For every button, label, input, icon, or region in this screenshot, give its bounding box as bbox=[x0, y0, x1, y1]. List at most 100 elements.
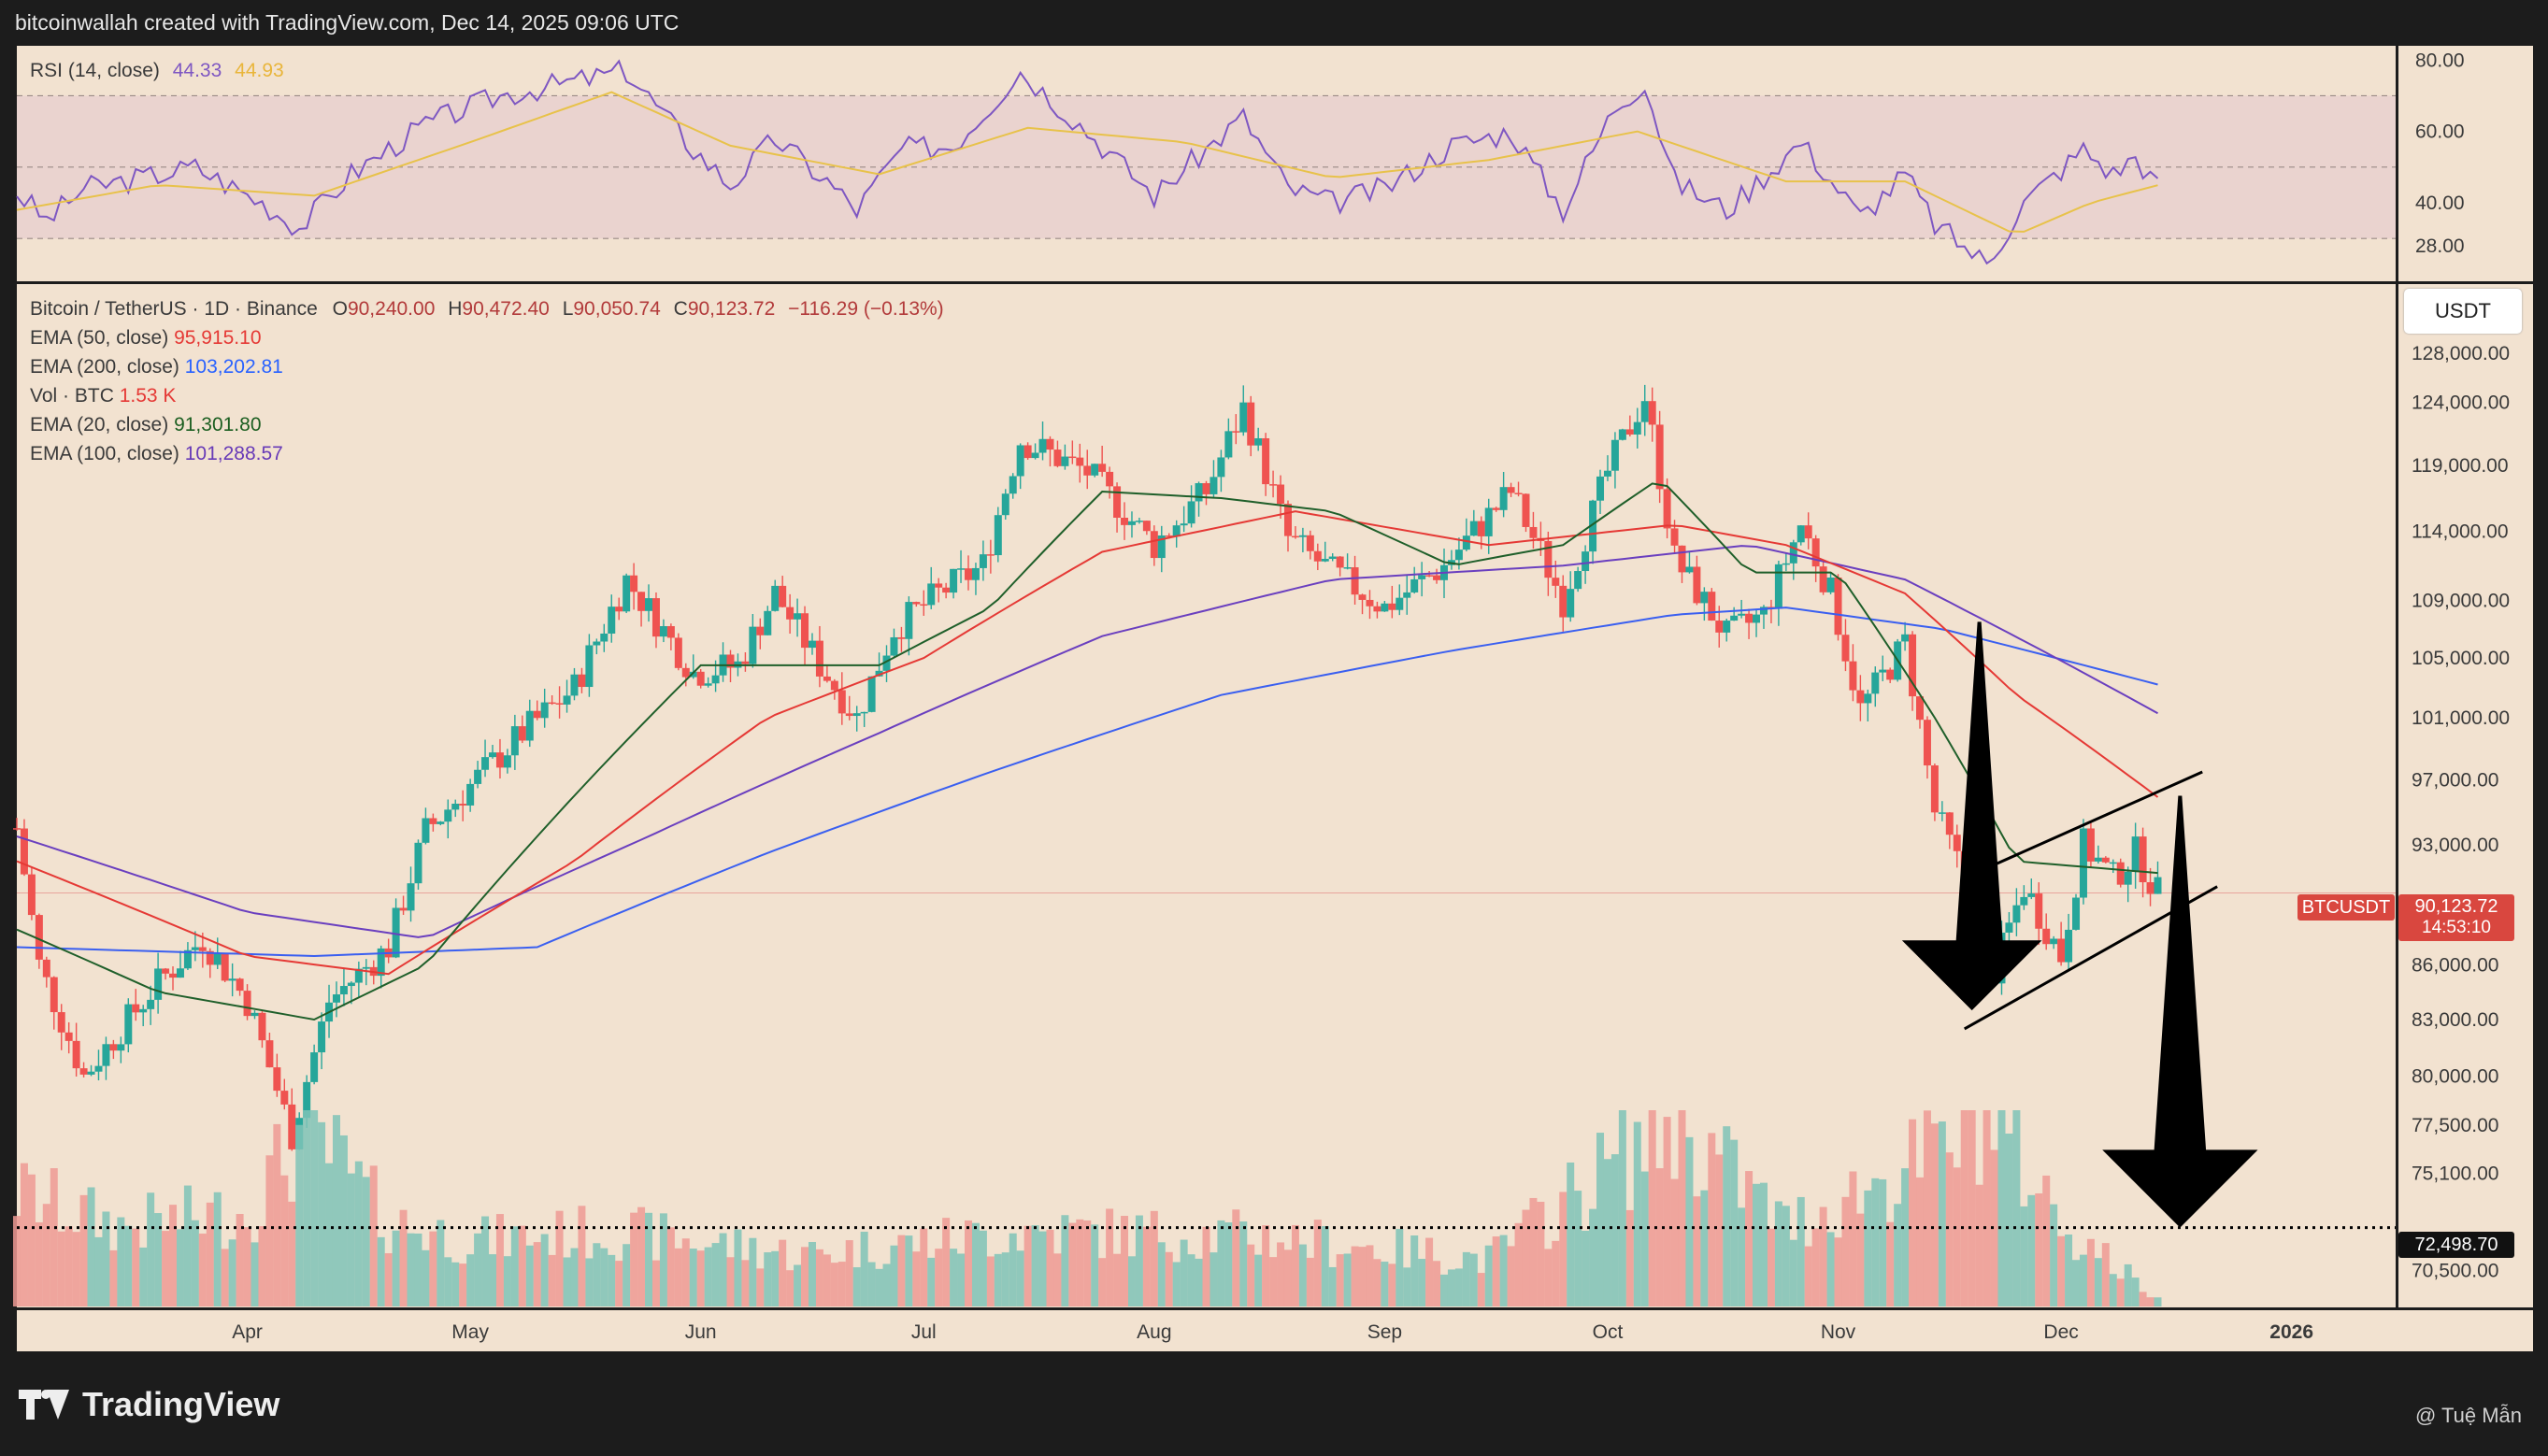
indicator-ema200[interactable]: EMA (200, close) 103,202.81 bbox=[30, 356, 283, 385]
volume-bar bbox=[481, 1216, 490, 1306]
candle-body bbox=[2131, 836, 2140, 872]
candle-body bbox=[1343, 567, 1352, 569]
rsi-axis[interactable] bbox=[2398, 46, 2533, 281]
candle-body bbox=[1559, 585, 1567, 618]
time-axis[interactable] bbox=[17, 1310, 2533, 1351]
candle-body bbox=[13, 828, 21, 830]
candle-body bbox=[1856, 690, 1865, 704]
price-tick-label: 86,000.00 bbox=[2412, 955, 2498, 977]
volume-bar bbox=[555, 1210, 564, 1306]
indicator-volume[interactable]: Vol · BTC 1.53 K bbox=[30, 385, 283, 414]
indicator-ema50[interactable]: EMA (50, close) 95,915.10 bbox=[30, 327, 283, 356]
rsi-tick-label: 40.00 bbox=[2415, 193, 2465, 214]
volume-bar bbox=[132, 1228, 140, 1306]
volume-bar bbox=[578, 1206, 586, 1306]
volume-bar bbox=[1759, 1182, 1768, 1306]
volume-bar bbox=[1574, 1191, 1582, 1306]
volume-bar bbox=[422, 1249, 430, 1306]
candle-body bbox=[1150, 531, 1158, 559]
candle-body bbox=[1618, 429, 1626, 440]
indicator-ema100[interactable]: EMA (100, close) 101,288.57 bbox=[30, 443, 283, 472]
candle-body bbox=[392, 907, 400, 958]
volume-bar bbox=[920, 1228, 928, 1306]
candle-body bbox=[1195, 483, 1203, 502]
volume-bar bbox=[1856, 1213, 1865, 1306]
candle-body bbox=[1625, 429, 1634, 435]
candle-body bbox=[1916, 696, 1924, 721]
candle-body bbox=[1708, 592, 1716, 621]
volume-bar bbox=[280, 1175, 289, 1306]
volume-bar bbox=[339, 1135, 348, 1306]
volume-bar bbox=[1373, 1259, 1381, 1306]
candle-body bbox=[1232, 431, 1240, 433]
candle-body bbox=[399, 907, 408, 911]
volume-bar bbox=[1038, 1231, 1047, 1306]
candle-body bbox=[466, 783, 475, 806]
candle-body bbox=[1930, 765, 1939, 813]
candle-body bbox=[1745, 613, 1754, 623]
volume-bar bbox=[518, 1225, 526, 1306]
volume-bar bbox=[608, 1254, 616, 1306]
volume-bar bbox=[117, 1217, 125, 1306]
volume-bar bbox=[347, 1173, 355, 1306]
candle-body bbox=[1135, 521, 1143, 522]
candle-body bbox=[117, 1044, 125, 1051]
candle-body bbox=[2086, 828, 2095, 862]
volume-bar bbox=[1172, 1262, 1181, 1306]
candle-body bbox=[1418, 575, 1426, 579]
volume-bar bbox=[1782, 1206, 1790, 1306]
volume-bar bbox=[206, 1202, 214, 1306]
price-tick-label: 105,000.00 bbox=[2412, 648, 2510, 669]
volume-bar bbox=[1388, 1263, 1396, 1306]
indicator-ema20[interactable]: EMA (20, close) 91,301.80 bbox=[30, 414, 283, 443]
candle-body bbox=[1715, 621, 1724, 633]
candle-body bbox=[1633, 421, 1641, 435]
ema20-label: EMA (20, close) bbox=[30, 414, 169, 435]
ema20-line bbox=[16, 482, 2158, 1021]
volume-bar bbox=[1328, 1266, 1337, 1306]
candle-body bbox=[1046, 438, 1054, 450]
volume-bar bbox=[1358, 1247, 1367, 1306]
candle-body bbox=[265, 1040, 274, 1068]
price-tick-label: 80,000.00 bbox=[2412, 1066, 2498, 1088]
candle-body bbox=[623, 575, 631, 612]
price-axis[interactable] bbox=[2398, 284, 2533, 1307]
volume-bar bbox=[719, 1233, 727, 1306]
rsi-band bbox=[17, 95, 2396, 239]
volume-bar bbox=[1894, 1204, 1902, 1306]
volume-bar bbox=[1046, 1229, 1054, 1306]
volume-bar bbox=[2072, 1260, 2081, 1306]
volume-bar bbox=[265, 1155, 274, 1306]
volume-bar bbox=[325, 1163, 334, 1306]
volume-bar bbox=[2101, 1243, 2110, 1306]
volume-bar bbox=[1023, 1225, 1032, 1306]
candle-body bbox=[860, 711, 868, 714]
candle-body bbox=[525, 710, 534, 741]
currency-button[interactable]: USDT bbox=[2404, 289, 2522, 334]
ema200-line bbox=[16, 607, 2158, 958]
candle-body bbox=[1403, 592, 1411, 598]
symbol-title: Bitcoin / TetherUS · 1D · Binance bbox=[30, 298, 318, 320]
ema100-label: EMA (100, close) bbox=[30, 443, 179, 464]
volume-bar bbox=[1336, 1254, 1344, 1306]
candle-body bbox=[362, 966, 370, 969]
rsi-value: 44.33 bbox=[172, 60, 222, 81]
candle-body bbox=[2094, 857, 2102, 862]
volume-bar bbox=[303, 1110, 311, 1306]
volume-bar bbox=[1440, 1274, 1448, 1306]
volume-bar bbox=[1277, 1242, 1285, 1306]
volume-bar bbox=[1492, 1236, 1500, 1306]
candle-body bbox=[451, 804, 460, 810]
candle-body bbox=[666, 626, 675, 638]
volume-bar bbox=[1313, 1220, 1322, 1306]
volume-bar bbox=[1425, 1237, 1434, 1306]
volume-bar bbox=[1083, 1220, 1092, 1306]
volume-bar bbox=[1403, 1267, 1411, 1306]
volume-bar bbox=[741, 1260, 750, 1306]
time-tick-label: Jun bbox=[685, 1321, 717, 1343]
volume-bar bbox=[2116, 1278, 2125, 1306]
volume-bar bbox=[994, 1253, 1002, 1306]
tradingview-logo[interactable]: TradingView bbox=[19, 1385, 279, 1424]
volume-bar bbox=[64, 1226, 73, 1306]
